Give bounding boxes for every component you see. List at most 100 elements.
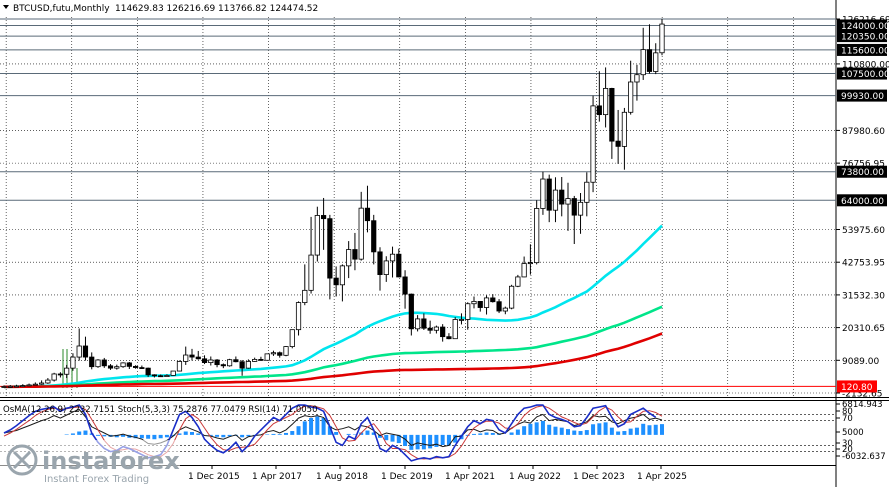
candle-body [308, 254, 314, 291]
candle-body [546, 178, 552, 211]
candle-body [258, 358, 264, 361]
candle-body [659, 23, 665, 54]
candle-body [314, 215, 320, 256]
candle-body [452, 319, 458, 340]
candle-body [101, 359, 107, 367]
candle-body [615, 140, 621, 147]
candlesticks [1, 19, 665, 388]
candle-body [120, 362, 126, 368]
candle-body [64, 367, 70, 375]
candle-body [603, 87, 609, 116]
candle-body [239, 361, 245, 369]
time-tick-label: 1 Dec 2023 [573, 472, 625, 482]
price-axis: 126216.69110800.0087980.6076756.9553975.… [836, 16, 889, 400]
candle-body [51, 373, 57, 381]
indicator-tick-label: 6814.943 [842, 400, 883, 410]
red-level-box [837, 380, 877, 393]
candle-body [402, 276, 408, 295]
candle-body [277, 352, 283, 356]
price-tick-label: 53975.60 [842, 226, 885, 236]
candle-body [333, 277, 339, 286]
candle-body [509, 285, 515, 309]
candle-body [201, 358, 208, 364]
price-level-label: 124000.00 [841, 22, 889, 32]
candle-body [471, 301, 477, 305]
candle-body [70, 356, 76, 369]
logo-brand: instaforex [42, 447, 180, 475]
candle-body [408, 293, 414, 330]
candle-body [57, 373, 63, 376]
instaforex-logo: instaforex Instant Forex Trading [0, 440, 180, 487]
indicator-tick-label: 20 [842, 445, 853, 455]
logo-icon [6, 444, 38, 476]
candle-body [389, 253, 396, 262]
candle-body [32, 383, 38, 386]
candle-body [590, 105, 596, 183]
candle-body [76, 345, 82, 358]
vertical-grid [5, 17, 794, 397]
price-level-label: 73800.00 [841, 168, 884, 178]
price-level-box [837, 165, 887, 178]
candle-body [252, 358, 258, 362]
price-tick-label: 20310.65 [842, 324, 885, 334]
candle-body [540, 178, 546, 209]
indicator-tick-label: 70 [842, 414, 853, 424]
indicator-tick-label: -6032.637 [842, 452, 886, 462]
candle-body [346, 249, 352, 267]
candle-body [39, 382, 45, 385]
candle-body [377, 251, 383, 275]
candle-body [571, 198, 577, 216]
candle-body [220, 364, 226, 367]
price-level-box [837, 89, 887, 102]
candle-body [89, 356, 95, 368]
candle-body [565, 198, 571, 205]
candle-body [151, 374, 157, 377]
candle-body [170, 370, 176, 376]
candle-body [82, 345, 89, 358]
candle-body [339, 265, 345, 286]
indicator-header: OsMA(12,26,9) 2232.7151 Stoch(5,3,3) 75.… [3, 405, 317, 415]
candle-body [415, 318, 421, 330]
candle-body [295, 302, 302, 331]
indicator-panel [0, 404, 836, 462]
price-level-box [837, 67, 887, 80]
chart-header: BTCUSD,futu,Monthly 114629.83 126216.69 … [3, 4, 318, 14]
candle-body [521, 263, 527, 278]
candle-body [176, 361, 183, 372]
candle-body [195, 356, 201, 360]
candle-body [158, 375, 164, 378]
candle-body [145, 367, 151, 376]
candle-body [214, 359, 220, 366]
price-tick-label: 42753.95 [842, 259, 885, 269]
time-tick-label: 1 Apr 2025 [637, 472, 687, 482]
candle-body [458, 319, 465, 321]
price-level-box [837, 43, 887, 56]
candle-body [321, 215, 327, 220]
price-tick-label: -2132.65 [842, 390, 882, 400]
candle-body [114, 366, 120, 369]
candle-body [646, 49, 653, 72]
candle-body [233, 359, 239, 363]
candle-body [327, 218, 333, 279]
time-axis: 1 Dec 2015 1 Apr 2017 1 Aug 2018 1 Dec 2019… [188, 465, 687, 482]
red-level-label: 120.80 [841, 383, 873, 393]
rsi-line [3, 408, 663, 448]
candle-body [584, 181, 590, 203]
logo-tagline: Instant Forex Trading [44, 474, 149, 485]
candle-body [20, 385, 26, 388]
candle-body [515, 276, 521, 287]
dropdown-arrow-icon[interactable] [3, 5, 9, 9]
price-tick-label: 76756.95 [842, 160, 885, 170]
symbol-label: BTCUSD,futu,Monthly [13, 4, 110, 14]
price-level-label: 107500.00 [841, 70, 889, 80]
candle-body [371, 220, 377, 253]
candle-body [264, 353, 270, 361]
price-tick-label: 31532.30 [842, 291, 885, 301]
candle-body [496, 301, 502, 312]
candle-body [133, 365, 139, 368]
candle-body [634, 74, 640, 83]
candle-body [364, 207, 371, 222]
candle-body [421, 318, 427, 329]
